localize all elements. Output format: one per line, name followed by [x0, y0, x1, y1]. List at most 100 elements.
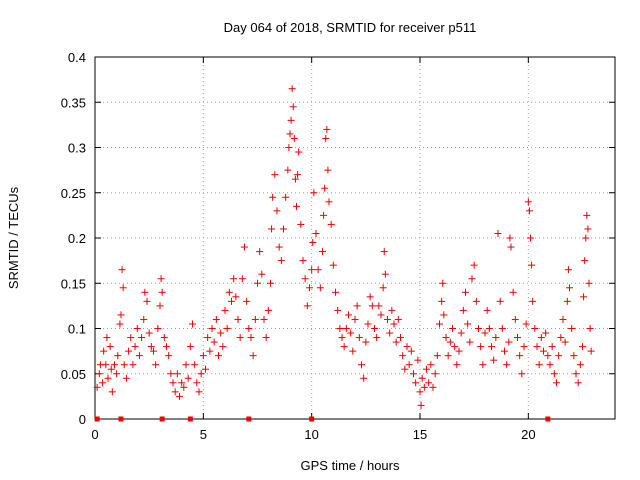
- data-point: [533, 343, 541, 351]
- data-point: [459, 306, 467, 314]
- data-point: [407, 347, 415, 355]
- data-point: [468, 275, 476, 283]
- data-point: [557, 334, 565, 342]
- data-point: [438, 297, 446, 305]
- gap-marker: [309, 416, 315, 422]
- data-point: [321, 184, 329, 192]
- data-point: [316, 284, 324, 292]
- data-point: [280, 225, 287, 233]
- data-point: [219, 343, 227, 351]
- data-point: [466, 338, 474, 346]
- data-point: [483, 306, 491, 314]
- data-point: [368, 302, 376, 310]
- data-point: [431, 370, 439, 378]
- data-point: [215, 352, 222, 360]
- data-point: [503, 361, 511, 369]
- data-point: [158, 288, 166, 296]
- axis-ticks: 0 0.05 0.1 0.15 0.2 0.25 0.3 0.35 0.4 0 5 10 15 20: [61, 50, 615, 442]
- data-point: [444, 352, 452, 360]
- data-point: [505, 338, 513, 346]
- data-point: [349, 347, 357, 355]
- data-point: [373, 334, 381, 342]
- data-point: [338, 334, 346, 342]
- data-point: [579, 343, 586, 351]
- data-point: [581, 257, 589, 265]
- data-point: [212, 315, 220, 323]
- data-point: [117, 311, 125, 319]
- data-point: [494, 229, 502, 237]
- data-point: [439, 279, 447, 287]
- data-point: [340, 343, 348, 351]
- data-point: [485, 325, 493, 332]
- data-point: [542, 329, 550, 337]
- data-point: [191, 361, 199, 369]
- data-point: [157, 275, 165, 283]
- data-point: [529, 297, 537, 305]
- data-point: [113, 370, 121, 378]
- data-point: [561, 338, 569, 346]
- data-point: [535, 361, 543, 369]
- data-point: [106, 343, 114, 351]
- data-point: [572, 370, 580, 378]
- data-point: [314, 266, 322, 274]
- data-point: [107, 365, 115, 373]
- data-point: [271, 171, 279, 179]
- data-point: [249, 352, 257, 360]
- data-point: [236, 334, 244, 342]
- data-point: [293, 202, 300, 210]
- data-point: [583, 211, 591, 219]
- data-point: [520, 343, 528, 351]
- data-point: [294, 171, 302, 179]
- data-point: [563, 297, 571, 305]
- data-point: [394, 315, 402, 323]
- data-point: [580, 293, 588, 301]
- data-point: [397, 334, 404, 342]
- y-axis-label: SRMTID / TECUs: [6, 186, 21, 289]
- data-point: [472, 297, 480, 305]
- data-point: [232, 293, 240, 301]
- data-point: [208, 325, 216, 332]
- data-point: [449, 325, 456, 332]
- data-point: [230, 275, 238, 283]
- data-point: [388, 306, 396, 314]
- data-point: [108, 388, 116, 396]
- data-point: [176, 392, 183, 400]
- data-point: [524, 198, 532, 206]
- data-point: [423, 365, 430, 373]
- data-point: [351, 315, 359, 323]
- data-point: [381, 270, 389, 278]
- data-point: [282, 193, 290, 201]
- data-point: [104, 374, 112, 382]
- data-point: [336, 325, 344, 332]
- data-point: [111, 361, 118, 369]
- data-point: [287, 116, 295, 124]
- data-point: [570, 352, 578, 360]
- data-point: [285, 144, 293, 151]
- data-point: [417, 401, 425, 409]
- y-tick-label: 0.3: [68, 141, 86, 156]
- data-point: [297, 220, 305, 228]
- data-point: [258, 270, 266, 278]
- data-point: [204, 334, 212, 342]
- data-point: [178, 379, 186, 387]
- data-point: [167, 370, 175, 378]
- data-point: [308, 266, 316, 274]
- data-point: [152, 361, 160, 369]
- data-point: [436, 320, 443, 328]
- data-point: [116, 320, 124, 328]
- data-point: [160, 334, 168, 342]
- data-point: [288, 85, 296, 93]
- data-point: [555, 352, 563, 360]
- data-point: [451, 343, 459, 351]
- data-point: [322, 134, 330, 142]
- data-point: [99, 379, 107, 387]
- gap-marker: [545, 416, 551, 422]
- data-point: [403, 343, 411, 351]
- data-point: [182, 361, 190, 369]
- data-point: [93, 383, 101, 391]
- y-tick-label: 0.05: [61, 367, 86, 382]
- data-point: [133, 325, 141, 332]
- y-tick-label: 0.2: [68, 231, 86, 246]
- gap-marker: [187, 416, 193, 422]
- data-point: [143, 297, 151, 305]
